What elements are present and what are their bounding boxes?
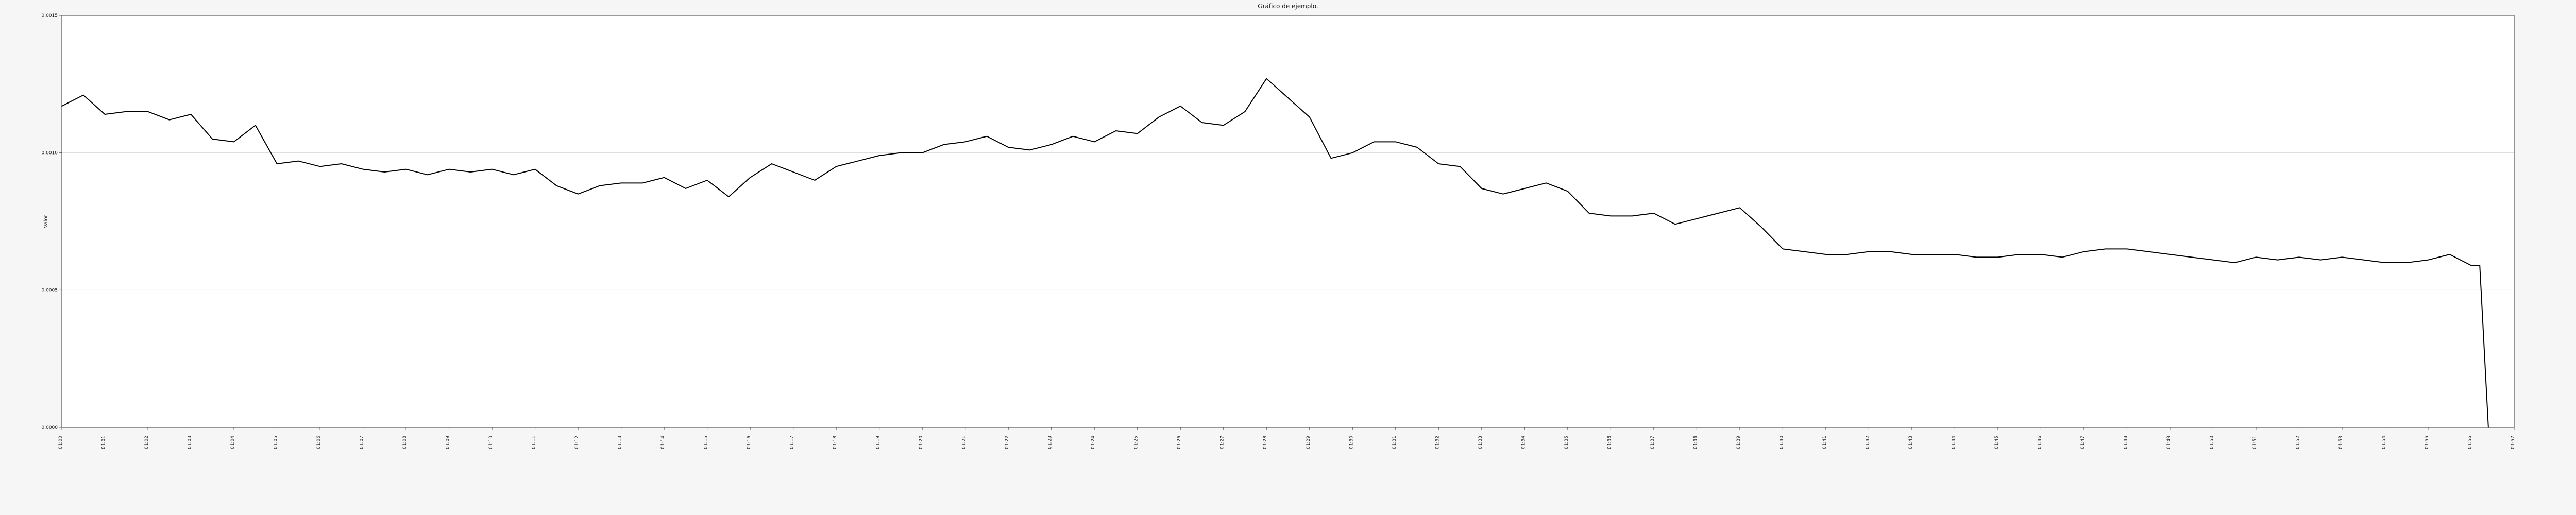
x-tick-label: 01:54 (2381, 436, 2386, 449)
x-tick-label: 01:45 (1994, 436, 1999, 449)
x-tick-label: 01:12 (574, 436, 580, 449)
x-tick-label: 01:09 (446, 436, 451, 449)
x-tick-label: 01:17 (790, 436, 795, 449)
x-tick-label: 01:48 (2123, 436, 2128, 449)
x-axis-layer: 01:00 01:01 01:02 01:03 01:04 01:05 01:06 01:07… (58, 427, 2516, 449)
chart-title: Gráfico de ejemplo. (1258, 3, 1318, 10)
x-tick-label: 01:47 (2080, 436, 2086, 449)
y-tick-label: 0.0010 (42, 151, 58, 156)
x-tick-label: 01:22 (1005, 436, 1010, 449)
x-tick-label: 01:51 (2252, 436, 2258, 449)
x-tick-label: 01:32 (1435, 436, 1440, 449)
x-tick-label: 01:29 (1306, 436, 1311, 449)
x-tick-label: 01:05 (274, 436, 279, 449)
x-tick-label: 01:24 (1091, 436, 1096, 449)
x-tick-label: 01:30 (1349, 436, 1354, 449)
plot-frame (61, 15, 2515, 428)
x-tick-label: 01:40 (1779, 436, 1784, 449)
x-tick-label: 01:00 (58, 436, 63, 449)
x-tick-label: 01:10 (488, 436, 494, 449)
x-tick-label: 01:41 (1822, 436, 1827, 449)
x-tick-label: 01:01 (101, 436, 107, 449)
x-tick-label: 01:19 (876, 436, 881, 449)
x-tick-label: 01:20 (919, 436, 924, 449)
y-tick-label: 0.0005 (42, 288, 58, 293)
x-tick-label: 01:15 (704, 436, 709, 449)
x-tick-label: 01:53 (2338, 436, 2344, 449)
x-tick-label: 01:33 (1478, 436, 1483, 449)
x-tick-label: 01:38 (1693, 436, 1698, 449)
x-tick-label: 01:26 (1177, 436, 1182, 449)
y-axis-label: Valor (43, 215, 49, 228)
x-tick-label: 01:02 (144, 436, 149, 449)
x-tick-label: 01:50 (2209, 436, 2214, 449)
x-tick-label: 01:18 (833, 436, 838, 449)
x-tick-label: 01:56 (2467, 436, 2472, 449)
x-tick-label: 01:44 (1951, 436, 1956, 449)
x-tick-label: 01:03 (188, 436, 193, 449)
x-tick-label: 01:35 (1564, 436, 1569, 449)
x-tick-label: 01:11 (532, 436, 537, 449)
x-tick-label: 01:04 (230, 436, 235, 449)
series-line (61, 78, 2489, 428)
x-tick-label: 01:25 (1134, 436, 1139, 449)
x-tick-label: 01:36 (1607, 436, 1612, 449)
y-tick-label: 0.0015 (42, 13, 58, 19)
x-tick-label: 01:37 (1650, 436, 1655, 449)
x-tick-label: 01:28 (1263, 436, 1268, 449)
plot-area (62, 15, 2514, 427)
x-tick-label: 01:49 (2166, 436, 2172, 449)
x-tick-label: 01:52 (2295, 436, 2300, 449)
x-tick-label: 01:08 (402, 436, 408, 449)
x-tick-label: 01:31 (1392, 436, 1397, 449)
x-tick-label: 01:13 (618, 436, 623, 449)
y-axis-layer: 0.0000 0.0005 0.0010 0.0015 (42, 13, 62, 431)
x-tick-label: 01:57 (2511, 436, 2516, 449)
x-tick-label: 01:23 (1048, 436, 1053, 449)
x-tick-label: 01:55 (2425, 436, 2430, 449)
x-tick-label: 01:07 (360, 436, 365, 449)
x-tick-label: 01:21 (962, 436, 967, 449)
x-tick-label: 01:06 (316, 436, 321, 449)
x-tick-label: 01:34 (1521, 436, 1526, 449)
x-tick-label: 01:16 (747, 436, 752, 449)
x-tick-label: 01:27 (1220, 436, 1225, 449)
x-tick-label: 01:39 (1736, 436, 1741, 449)
x-tick-label: 01:14 (660, 436, 666, 449)
x-tick-label: 01:43 (1908, 436, 1913, 449)
y-tick-label: 0.0000 (42, 425, 58, 431)
x-tick-label: 01:42 (1865, 436, 1870, 449)
series-layer (61, 78, 2489, 428)
x-tick-label: 01:46 (2037, 436, 2042, 449)
